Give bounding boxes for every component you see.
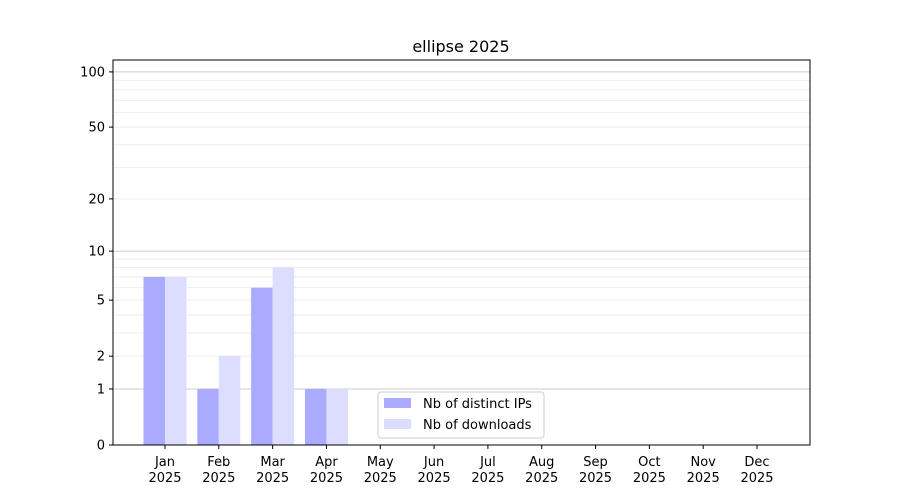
x-tick-label: Jan 2025: [148, 455, 181, 486]
bar-distinct-ips: [304, 388, 327, 445]
y-tick-label: 5: [97, 294, 105, 309]
y-tick-label: 1: [97, 382, 105, 397]
x-tick-label: Feb 2025: [202, 455, 235, 486]
y-tick-label: 100: [80, 65, 105, 80]
x-tick-label: Aug 2025: [525, 455, 558, 486]
legend-swatch: [384, 419, 411, 429]
bar-downloads: [218, 356, 241, 445]
bar-distinct-ips: [197, 388, 219, 445]
x-tick-label: Mar 2025: [256, 455, 289, 486]
y-tick-label: 20: [88, 192, 105, 207]
x-tick-label: Sep 2025: [579, 455, 612, 486]
legend-label: Nb of distinct IPs: [423, 397, 532, 412]
bar-distinct-ips: [251, 287, 273, 445]
y-tick-label: 0: [97, 439, 105, 454]
bar-distinct-ips: [143, 276, 165, 445]
y-tick-label: 50: [88, 121, 105, 136]
legend-label: Nb of downloads: [423, 418, 532, 433]
legend: Nb of distinct IPs Nb of downloads: [377, 391, 545, 439]
legend-box: [377, 391, 545, 439]
bar-downloads: [165, 276, 187, 445]
legend-swatch: [384, 398, 411, 408]
bar-downloads: [326, 388, 348, 445]
x-tick-label: Apr 2025: [310, 455, 343, 486]
x-tick-label: Nov 2025: [687, 455, 720, 486]
chart-title: ellipse 2025: [412, 37, 509, 56]
x-tick-label: May 2025: [364, 455, 397, 486]
x-tick-label: Jun 2025: [418, 455, 451, 486]
bar-downloads: [272, 267, 295, 445]
x-tick-label: Jul 2025: [471, 455, 504, 486]
y-tick-label: 10: [88, 245, 105, 260]
plot-frame: [112, 59, 811, 446]
x-tick-label: Oct 2025: [633, 455, 666, 486]
y-tick-label: 2: [97, 350, 105, 365]
x-tick-label: Dec 2025: [740, 455, 773, 486]
